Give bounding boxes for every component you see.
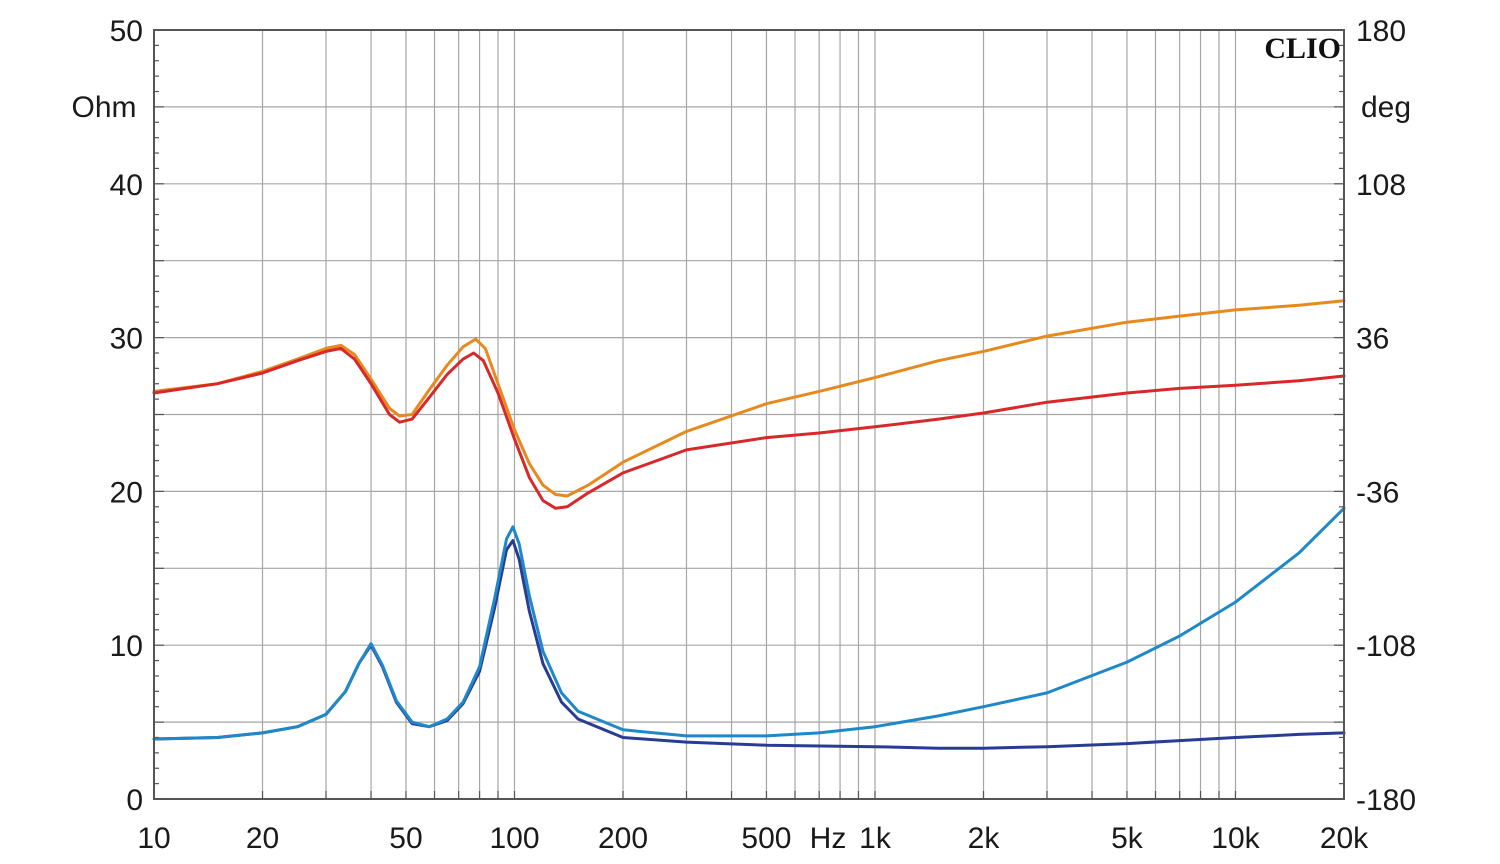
y-right-tick-label: -36	[1356, 476, 1399, 509]
y-right-tick-label: -180	[1356, 784, 1416, 817]
series-line-1	[152, 299, 1346, 498]
y-left-tick-label: 40	[110, 169, 143, 202]
x-tick-label: 50	[389, 822, 422, 855]
y-right-tick-label: 108	[1356, 169, 1406, 202]
labels-layer: 10 20 50 100 200 500 1k 2k 5k 10k 20k 0 10 20 30 40 50 -1…	[110, 15, 1416, 855]
y-left-tick-label: 10	[110, 630, 143, 663]
x-tick-label: 200	[598, 822, 648, 855]
y-left-tick-label: 30	[110, 323, 143, 356]
x-tick-label: 100	[489, 822, 539, 855]
x-tick-label: 10	[137, 822, 170, 855]
x-tick-label: 5k	[1111, 822, 1144, 855]
x-tick-label: 500	[741, 822, 791, 855]
series-line-4	[152, 506, 1346, 741]
x-tick-label: 20k	[1320, 822, 1369, 855]
y-right-tick-label: 36	[1356, 323, 1389, 356]
grid	[153, 29, 1345, 800]
brand-label: CLIO	[1264, 32, 1341, 65]
series-line-2	[152, 346, 1346, 510]
x-tick-label: 10k	[1211, 822, 1260, 855]
y-left-tick-label: 20	[110, 476, 143, 509]
y-right-unit-label: deg	[1361, 91, 1411, 124]
ticks-layer	[153, 29, 1345, 800]
x-tick-label: 20	[246, 822, 279, 855]
y-right-tick-label: -108	[1356, 630, 1416, 663]
x-tick-label: 2k	[968, 822, 1001, 855]
y-left-tick-label: 50	[110, 15, 143, 48]
x-unit-label: Hz	[810, 822, 847, 855]
x-tick-label: 1k	[859, 822, 892, 855]
y-left-unit-label: Ohm	[71, 91, 136, 124]
series-layer	[152, 299, 1346, 750]
y-left-tick-label: 0	[126, 784, 143, 817]
y-right-tick-label: 180	[1356, 15, 1406, 48]
